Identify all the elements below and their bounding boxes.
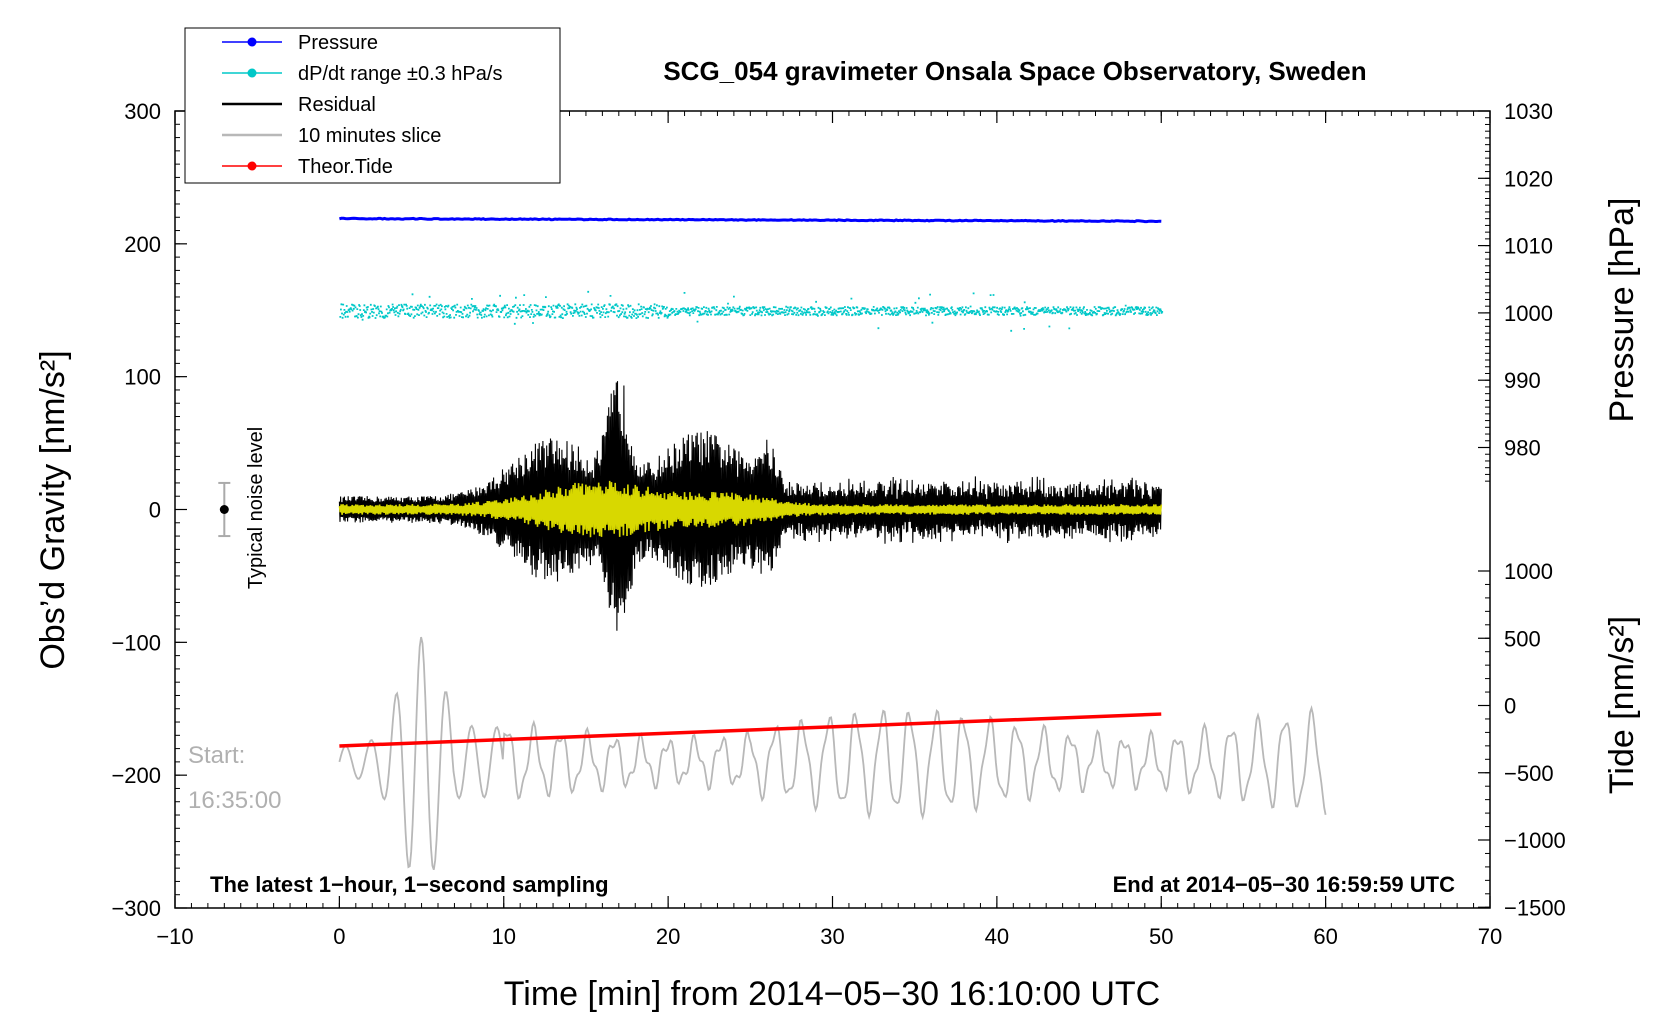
y-pressure-tick-label: 1020 bbox=[1504, 166, 1553, 191]
legend-item: Pressure bbox=[222, 32, 378, 54]
legend-item: Residual bbox=[222, 94, 376, 116]
x-tick-label: 50 bbox=[1149, 924, 1173, 949]
x-tick-label: −10 bbox=[156, 924, 193, 949]
legend-label: dP/dt range ±0.3 hPa/s bbox=[298, 63, 502, 85]
y-pressure-tick-label: 980 bbox=[1504, 436, 1541, 461]
y-left-tick-label: 0 bbox=[149, 498, 161, 523]
y-pressure-tick-label: 1010 bbox=[1504, 234, 1553, 259]
series-residual-filtered bbox=[338, 480, 1163, 538]
noise-level-label: Typical noise level bbox=[245, 427, 267, 589]
x-tick-label: 60 bbox=[1313, 924, 1337, 949]
y-left-tick-label: 100 bbox=[124, 365, 161, 390]
y-axis-tide-title: Tide [nm/s²] bbox=[1603, 616, 1641, 794]
legend-marker bbox=[247, 68, 257, 78]
y-left-tick-label: −300 bbox=[111, 896, 161, 921]
noise-bar-center bbox=[219, 505, 229, 514]
y-tide-tick-label: −500 bbox=[1504, 761, 1554, 786]
legend-marker bbox=[247, 37, 257, 47]
chart-marks bbox=[218, 216, 1327, 870]
x-tick-label: 70 bbox=[1478, 924, 1502, 949]
x-tick-label: 20 bbox=[656, 924, 680, 949]
start-label: Start: bbox=[188, 742, 245, 769]
legend-label: Theor.Tide bbox=[298, 156, 393, 178]
legend-item: dP/dt range ±0.3 hPa/s bbox=[222, 63, 502, 85]
x-tick-label: 30 bbox=[820, 924, 844, 949]
series-theor-tide bbox=[339, 712, 1162, 748]
series-pressure bbox=[339, 216, 1162, 224]
y-left-tick-label: −200 bbox=[111, 763, 161, 788]
legend-item: Theor.Tide bbox=[222, 156, 393, 178]
x-tick-label: 0 bbox=[333, 924, 345, 949]
y-left-tick-label: −100 bbox=[111, 630, 161, 655]
legend-label: Residual bbox=[298, 94, 376, 116]
y-pressure-tick-label: 1000 bbox=[1504, 301, 1553, 326]
x-axis-title: Time [min] from 2014−05−30 16:10:00 UTC bbox=[504, 975, 1160, 1013]
legend-label: 10 minutes slice bbox=[298, 125, 441, 147]
y-axis-left-title: Obs’d Gravity [nm/s²] bbox=[34, 350, 72, 669]
footer-right: End at 2014−05−30 16:59:59 UTC bbox=[1113, 872, 1456, 897]
y-tide-tick-label: 0 bbox=[1504, 694, 1516, 719]
y-tide-tick-label: 500 bbox=[1504, 626, 1541, 651]
x-tick-label: 10 bbox=[492, 924, 516, 949]
y-pressure-tick-label: 990 bbox=[1504, 368, 1541, 393]
legend-box bbox=[184, 27, 561, 184]
y-left-tick-label: 300 bbox=[124, 99, 161, 124]
chart-title: SCG_054 gravimeter Onsala Space Observat… bbox=[663, 56, 1366, 86]
footer-left: The latest 1−hour, 1−second sampling bbox=[210, 872, 609, 897]
y-tide-tick-label: −1000 bbox=[1504, 828, 1566, 853]
y-left-tick-label: 200 bbox=[124, 232, 161, 257]
start-time: 16:35:00 bbox=[188, 787, 281, 814]
series-dpdt bbox=[339, 290, 1164, 332]
y-tide-tick-label: −1500 bbox=[1504, 895, 1566, 920]
y-axis-pressure-title: Pressure [hPa] bbox=[1603, 198, 1641, 423]
y-tide-tick-label: 1000 bbox=[1504, 559, 1553, 584]
dpdt-points bbox=[339, 290, 1164, 332]
axis-ticks: −10 0 10 20 30 40 50 60 70−300−200−1000100200300… bbox=[111, 99, 1565, 949]
legend: Pressure dP/dt range ±0.3 hPa/s Residual 10… bbox=[184, 27, 561, 184]
legend-label: Pressure bbox=[298, 32, 378, 54]
x-tick-label: 40 bbox=[985, 924, 1009, 949]
y-pressure-tick-label: 1030 bbox=[1504, 99, 1553, 124]
legend-item: 10 minutes slice bbox=[222, 125, 441, 147]
legend-marker bbox=[247, 161, 257, 171]
